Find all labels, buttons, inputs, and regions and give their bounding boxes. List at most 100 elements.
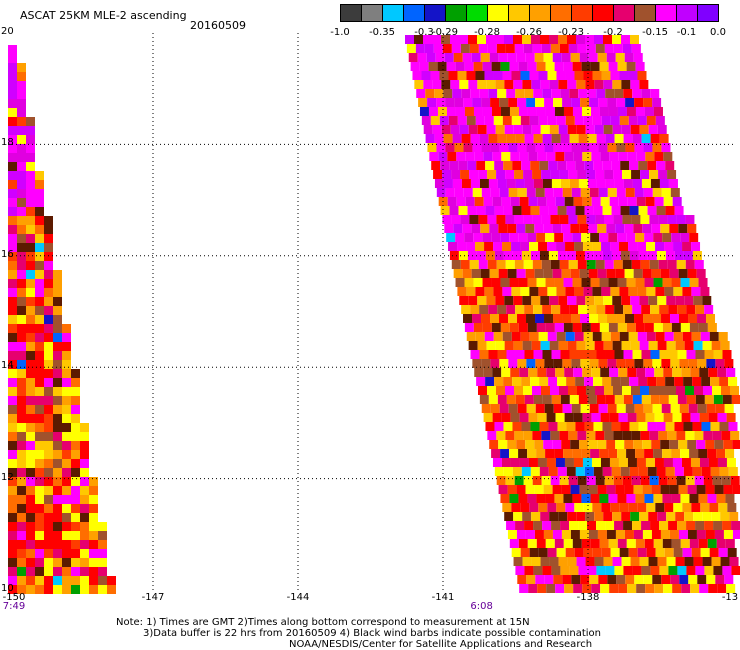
swath-cell <box>545 449 555 458</box>
swath-cell <box>589 575 599 584</box>
swath-cell <box>496 170 506 179</box>
swath-cell <box>614 521 624 530</box>
swath-cell <box>478 260 488 269</box>
swath-cell <box>475 116 485 125</box>
swath-cell <box>553 188 563 197</box>
swath-cell <box>582 413 592 422</box>
swath-cell <box>437 107 447 116</box>
swath-cell <box>710 467 720 476</box>
swath-cell <box>619 503 629 512</box>
swath-cell <box>71 387 80 396</box>
swath-cell <box>405 35 414 44</box>
swath-cell <box>585 557 595 566</box>
swath-cell <box>454 188 464 197</box>
swath-cell <box>573 458 583 467</box>
swath-cell <box>624 485 634 494</box>
swath-cell <box>705 485 715 494</box>
latitude-label: 18 <box>1 137 14 149</box>
swath-cell <box>679 575 689 584</box>
swath-cell <box>560 179 570 188</box>
swath-cell <box>425 89 435 98</box>
swath-cell <box>540 296 550 305</box>
swath-cell <box>35 270 44 279</box>
swath-cell <box>668 179 678 188</box>
map-date: 20160509 <box>190 19 246 32</box>
swath-cell <box>507 530 517 539</box>
swath-cell <box>641 134 651 143</box>
swath-cell <box>482 323 492 332</box>
swath-cell <box>641 179 651 188</box>
swath-cell <box>17 396 26 405</box>
swath-cell <box>35 225 44 234</box>
swath-cell <box>495 386 505 395</box>
swath-cell <box>613 44 623 53</box>
swath-cell <box>568 44 578 53</box>
swath-cell <box>592 503 602 512</box>
swath-cell <box>8 279 17 288</box>
swath-cell <box>514 215 524 224</box>
swath-cell <box>62 423 71 432</box>
swath-cell <box>702 557 712 566</box>
swath-cell <box>564 368 574 377</box>
swath-cell <box>524 350 534 359</box>
swath-cell <box>538 242 548 251</box>
swath-cell <box>44 396 53 405</box>
swath-cell <box>17 378 26 387</box>
swath-cell <box>542 179 552 188</box>
swath-cell <box>519 368 529 377</box>
swath-cell <box>604 170 614 179</box>
swath-cell <box>719 377 729 386</box>
swath-cell <box>540 125 550 134</box>
swath-cell <box>667 215 677 224</box>
swath-cell <box>495 80 505 89</box>
swath-cell <box>699 458 709 467</box>
swath-cell <box>680 323 690 332</box>
swath-cell <box>537 584 547 593</box>
swath-cell <box>717 413 727 422</box>
swath-cell <box>725 449 735 458</box>
swath-cell <box>583 287 593 296</box>
swath-cell <box>35 414 44 423</box>
swath-cell <box>489 440 499 449</box>
swath-cell <box>506 521 516 530</box>
swath-cell <box>414 35 423 44</box>
swath-cell <box>652 575 662 584</box>
swath-cell <box>581 278 591 287</box>
swath-cell <box>565 332 575 341</box>
swath-cell <box>594 35 603 44</box>
swath-cell <box>598 98 608 107</box>
swath-cell <box>697 314 707 323</box>
swath-cell <box>640 260 650 269</box>
swath-cell <box>499 188 509 197</box>
longitude-label: -13 <box>721 592 739 603</box>
swath-cell <box>8 63 17 72</box>
map-title: ASCAT 25KM MLE-2 ascending <box>20 9 187 22</box>
swath-cell <box>599 62 609 71</box>
swath-cell <box>642 530 652 539</box>
swath-cell <box>62 576 71 585</box>
swath-cell <box>8 99 17 108</box>
swath-cell <box>647 422 657 431</box>
swath-cell <box>17 135 26 144</box>
swath-cell <box>609 458 619 467</box>
swath-cell <box>562 98 572 107</box>
swath-cell <box>601 242 611 251</box>
swath-cell <box>623 350 633 359</box>
swath-cell <box>8 207 17 216</box>
swath-cell <box>44 513 53 522</box>
swath-cell <box>651 269 661 278</box>
swath-cell <box>483 152 493 161</box>
swath-cell <box>439 71 449 80</box>
swath-cell <box>605 566 615 575</box>
swath-cell <box>558 386 568 395</box>
swath-cell <box>585 341 595 350</box>
swath-cell <box>648 341 658 350</box>
swath-cell <box>552 53 562 62</box>
swath-cell <box>526 404 536 413</box>
swath-cell <box>581 233 591 242</box>
swath-cell <box>44 522 53 531</box>
swath-cell <box>678 485 688 494</box>
swath-cell <box>35 468 44 477</box>
swath-cell <box>656 251 666 260</box>
swath-cell <box>451 215 461 224</box>
